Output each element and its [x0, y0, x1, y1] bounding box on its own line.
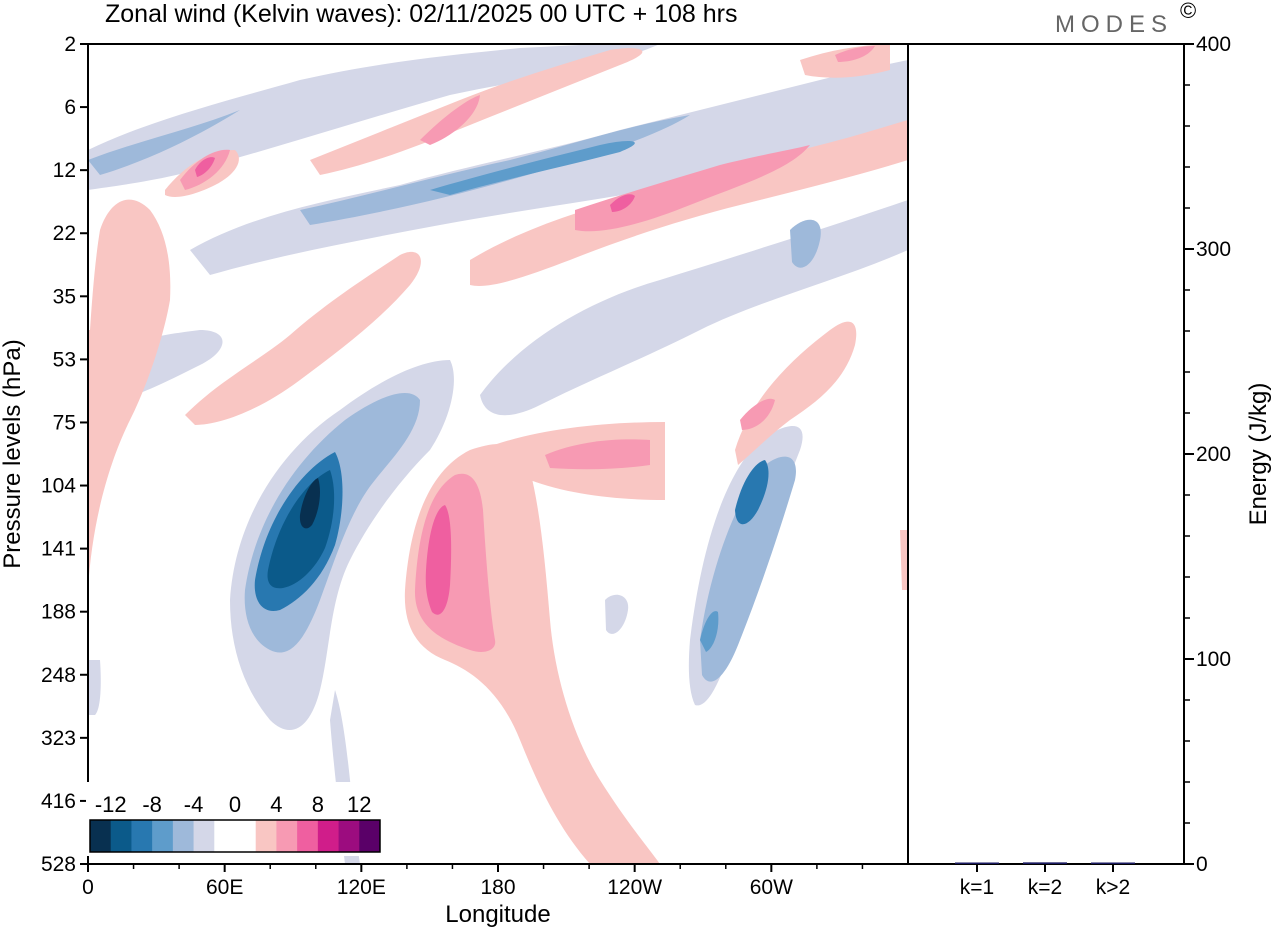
- colorbar: -12 -8 -4 0 4 8 12: [86, 782, 384, 856]
- pos-med-strato: [575, 145, 810, 232]
- brand-logo: MODES ©: [1055, 0, 1196, 38]
- pos-med-topright: [835, 46, 875, 62]
- energy-bar-3: [1091, 862, 1135, 864]
- neg-med-top: [88, 110, 240, 175]
- energy-tick-label: 300: [1196, 238, 1231, 261]
- positive-medium-regions: [180, 46, 875, 652]
- neg-left-strip: [88, 660, 101, 715]
- y-tick-label: 141: [41, 538, 76, 561]
- energy-bar-label: k=1: [960, 876, 994, 899]
- brand-name: MODES: [1055, 11, 1173, 38]
- y-tick-label: 248: [41, 664, 76, 687]
- colorbar-swatch: [276, 820, 298, 852]
- energy-axis-label: Energy (J/kg): [1245, 383, 1272, 526]
- colorbar-swatch: [338, 820, 360, 852]
- pos-right-lower: [735, 321, 857, 465]
- positive-strong-regions: [195, 157, 635, 615]
- x-axis-ticks: 0 60E 120E 180 120W 60W: [82, 864, 864, 899]
- y-tick-label: 75: [53, 411, 76, 434]
- y-tick-label: 416: [41, 790, 76, 813]
- neg-spot-small: [605, 594, 629, 634]
- y-tick-label: 12: [53, 159, 76, 182]
- neg-med-band: [300, 115, 690, 225]
- energy-bar-2: [1023, 862, 1067, 864]
- neg-med-strato: [790, 219, 821, 268]
- neg-med-right: [700, 456, 796, 682]
- x-tick-label: 180: [480, 876, 515, 899]
- pos-right-edge: [900, 530, 908, 590]
- chart-title: Zonal wind (Kelvin waves): 02/11/2025 00…: [105, 0, 738, 28]
- y-tick-label: 2: [64, 33, 76, 56]
- colorbar-swatch: [90, 820, 112, 852]
- x-axis-label: Longitude: [445, 901, 550, 928]
- x-tick-label: 60W: [750, 876, 793, 899]
- colorbar-swatch: [214, 820, 236, 852]
- colorbar-swatch: [193, 820, 215, 852]
- energy-bar-1: [955, 862, 999, 864]
- brand-mark: ©: [1180, 0, 1196, 23]
- pos-upper-band: [310, 48, 643, 175]
- pos-med-ledge: [545, 439, 650, 470]
- y-axis-ticks: 2 6 12 22 35 53 75 104 141 188 248 323 416 528: [41, 33, 88, 876]
- colorbar-label: -4: [184, 792, 204, 817]
- colorbar-swatch: [317, 820, 340, 852]
- neg-strong-right-lower: [700, 611, 719, 652]
- y-tick-label: 104: [41, 475, 76, 498]
- neg-strong-right: [735, 460, 769, 525]
- energy-bars: k=1 k=2 k>2: [955, 862, 1135, 899]
- pos-diag-band: [185, 251, 421, 425]
- colorbar-swatch: [172, 820, 195, 852]
- colorbar-swatch: [255, 820, 277, 852]
- colorbar-label: 4: [270, 792, 282, 817]
- colorbar-swatch: [110, 820, 132, 852]
- colorbar-label: -8: [142, 792, 162, 817]
- energy-axis-ticks: 0 100 200 300 400: [1184, 33, 1231, 876]
- colorbar-swatch: [235, 820, 257, 852]
- y-tick-label: 35: [53, 285, 76, 308]
- neg-strong-core: [299, 478, 320, 529]
- colorbar-swatch: [297, 820, 319, 852]
- pos-strong-strato: [610, 194, 635, 212]
- colorbar-swatch: [359, 820, 381, 852]
- y-tick-label: 528: [41, 853, 76, 876]
- y-tick-label: 323: [41, 727, 76, 750]
- energy-bar-label: k>2: [1096, 876, 1130, 899]
- x-tick-label: 0: [82, 876, 94, 899]
- energy-panel-frame: [907, 43, 1185, 865]
- y-tick-label: 6: [64, 96, 76, 119]
- pos-strong-trop: [425, 505, 452, 615]
- x-tick-label: 60E: [206, 876, 243, 899]
- colorbar-swatch: [152, 820, 174, 852]
- energy-bar-label: k=2: [1028, 876, 1062, 899]
- pos-left-column: [88, 199, 171, 590]
- colorbar-label: -12: [95, 792, 127, 817]
- colorbar-frame: [89, 819, 381, 853]
- energy-tick-label: 400: [1196, 33, 1231, 56]
- pos-med-upper: [420, 95, 480, 145]
- energy-tick-label: 100: [1196, 648, 1231, 671]
- pos-strong-topleft: [195, 157, 215, 177]
- y-tick-label: 188: [41, 601, 76, 624]
- negative-strong-regions: [254, 140, 769, 652]
- y-tick-label: 53: [53, 348, 76, 371]
- colorbar-label: 8: [312, 792, 324, 817]
- neg-strong-band: [430, 140, 635, 195]
- wind-field: [88, 44, 908, 864]
- colorbar-label: 12: [347, 792, 371, 817]
- y-tick-label: 22: [53, 222, 76, 245]
- y-axis-label: Pressure levels (hPa): [0, 339, 26, 568]
- energy-tick-label: 200: [1196, 443, 1231, 466]
- x-tick-label: 120E: [337, 876, 386, 899]
- colorbar-swatch: [131, 820, 153, 852]
- energy-tick-label: 0: [1196, 853, 1208, 876]
- pos-med-right: [740, 398, 775, 430]
- colorbar-label: 0: [229, 792, 241, 817]
- x-tick-label: 120W: [607, 876, 662, 899]
